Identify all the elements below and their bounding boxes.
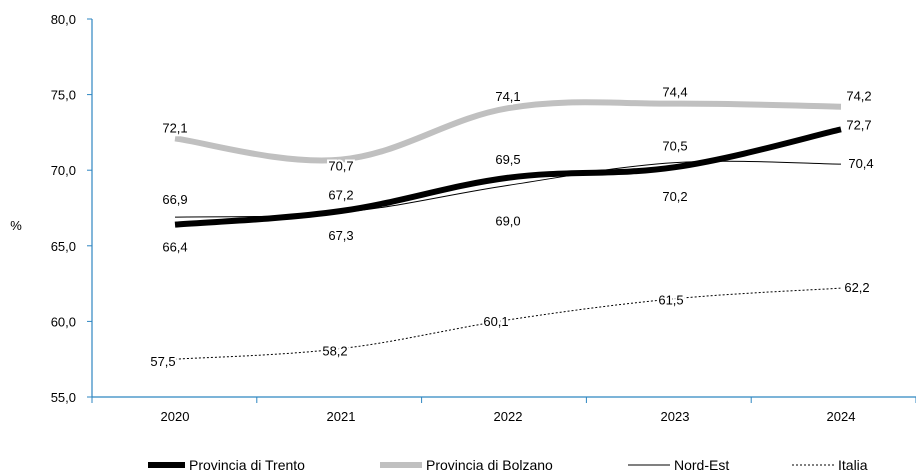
data-label: 57,5 xyxy=(150,354,175,369)
series-lines xyxy=(174,99,842,360)
y-tick-label: 60,0 xyxy=(51,314,76,329)
legend-label: Nord-Est xyxy=(674,457,729,473)
data-label: 60,1 xyxy=(483,314,508,329)
series-line-italia xyxy=(174,287,842,360)
x-tick-label: 2021 xyxy=(327,409,356,424)
data-label: 74,2 xyxy=(846,89,871,104)
y-tick-label: 80,0 xyxy=(51,12,76,27)
data-label: 61,5 xyxy=(658,293,683,308)
series-line-nord-est xyxy=(174,160,842,218)
y-axis-label: % xyxy=(10,218,22,233)
data-label: 74,4 xyxy=(662,85,687,100)
data-label: 67,3 xyxy=(328,228,353,243)
data-label: 70,4 xyxy=(848,156,873,171)
data-labels: 66,4 67,3 69,5 70,2 72,7 72,1 70,7 74,1 74,4 74,2… xyxy=(148,83,875,372)
data-label: 67,2 xyxy=(328,188,353,203)
legend: Provincia di Trento Provincia di Bolzano N… xyxy=(148,457,868,473)
y-tick-label: 75,0 xyxy=(51,88,76,103)
x-tick-label: 2020 xyxy=(161,409,190,424)
x-tick-label: 2022 xyxy=(494,409,523,424)
data-label: 70,7 xyxy=(328,159,353,174)
data-label: 66,4 xyxy=(162,240,187,255)
x-tick-label: 2024 xyxy=(827,409,856,424)
data-label: 74,1 xyxy=(495,89,520,104)
data-label: 62,2 xyxy=(844,280,869,295)
y-tick-label: 55,0 xyxy=(51,390,76,405)
data-label: 69,5 xyxy=(495,152,520,167)
data-label: 70,2 xyxy=(662,189,687,204)
y-tick-label: 70,0 xyxy=(51,163,76,178)
legend-label: Provincia di Bolzano xyxy=(426,457,553,473)
data-label: 66,9 xyxy=(162,192,187,207)
axes: 55,0 60,0 65,0 70,0 75,0 80,0% 2020 2021 2022 202… xyxy=(10,12,916,424)
y-tick-label: 65,0 xyxy=(51,239,76,254)
legend-label: Provincia di Trento xyxy=(189,457,305,473)
data-label: 72,7 xyxy=(846,117,871,132)
data-label: 72,1 xyxy=(162,120,187,135)
data-label: 70,5 xyxy=(662,139,687,154)
data-label: 58,2 xyxy=(322,344,347,359)
series-line-provincia-di-bolzano xyxy=(174,99,842,164)
legend-label: Italia xyxy=(838,457,868,473)
data-label: 69,0 xyxy=(495,213,520,228)
series-line-provincia-di-trento xyxy=(174,126,842,228)
x-tick-label: 2023 xyxy=(661,409,690,424)
